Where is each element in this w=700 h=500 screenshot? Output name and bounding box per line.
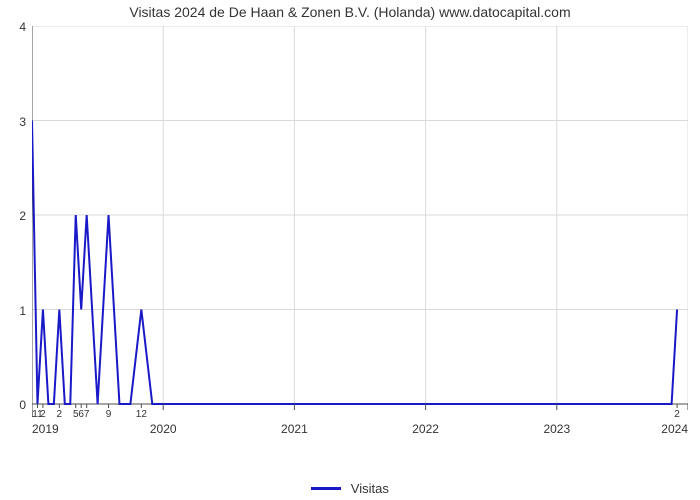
svg-text:2024: 2024 xyxy=(661,422,688,436)
legend-label: Visitas xyxy=(351,481,389,496)
svg-text:9: 9 xyxy=(106,409,112,420)
chart-title: Visitas 2024 de De Haan & Zonen B.V. (Ho… xyxy=(0,4,700,20)
svg-text:2: 2 xyxy=(57,409,63,420)
plot-area: 111225679122201920202021202220232024 xyxy=(32,26,688,436)
svg-text:7: 7 xyxy=(84,409,90,420)
svg-text:2020: 2020 xyxy=(150,422,177,436)
y-tick-label: 1 xyxy=(19,304,26,318)
svg-text:2021: 2021 xyxy=(281,422,308,436)
svg-text:2022: 2022 xyxy=(412,422,439,436)
y-tick-label: 4 xyxy=(19,20,26,34)
svg-text:12: 12 xyxy=(136,409,148,420)
svg-text:2019: 2019 xyxy=(32,422,59,436)
svg-text:2: 2 xyxy=(674,409,680,420)
y-tick-label: 3 xyxy=(19,115,26,129)
svg-text:2023: 2023 xyxy=(543,422,570,436)
y-tick-label: 0 xyxy=(19,398,26,412)
legend: Visitas xyxy=(0,480,700,496)
chart-container: Visitas 2024 de De Haan & Zonen B.V. (Ho… xyxy=(0,0,700,500)
legend-swatch xyxy=(311,487,341,490)
y-tick-label: 2 xyxy=(19,209,26,223)
svg-text:2: 2 xyxy=(40,409,46,420)
chart-svg: 111225679122201920202021202220232024 xyxy=(32,26,688,436)
